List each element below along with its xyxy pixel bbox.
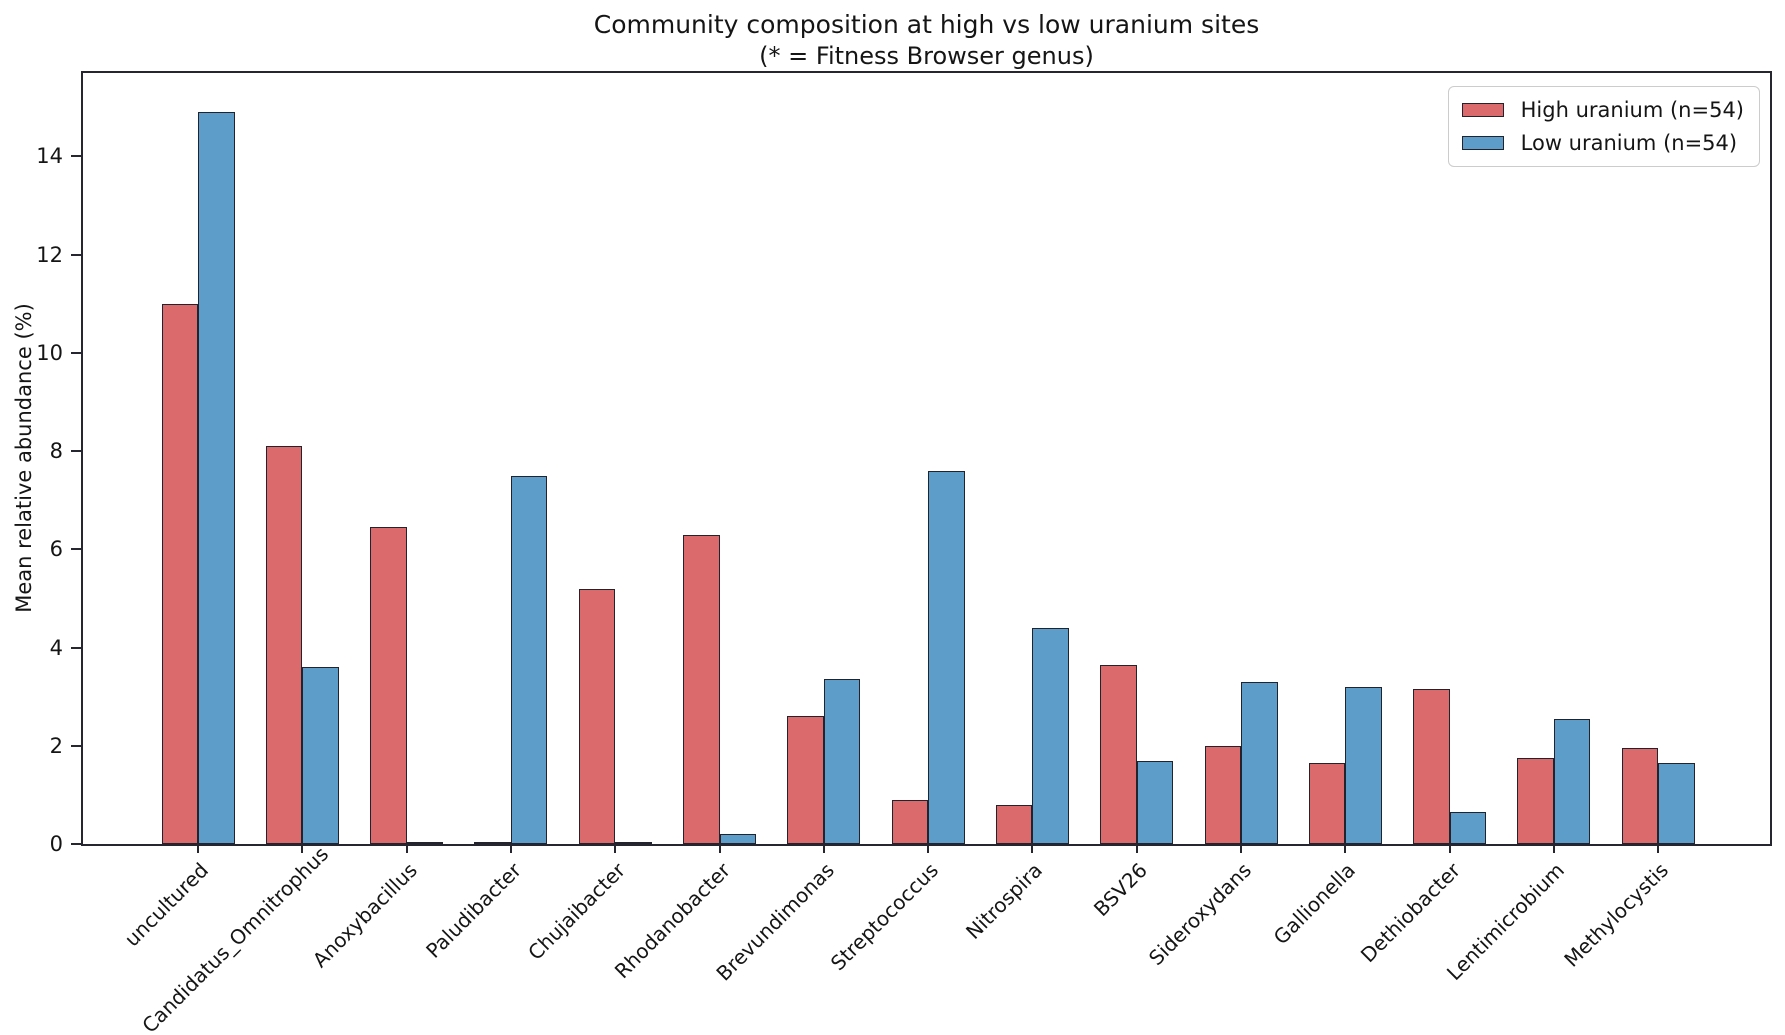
bar-low-Candidatus_Omnitrophus bbox=[302, 667, 339, 844]
x-tick-label-Paludibacter: Paludibacter bbox=[421, 858, 526, 963]
y-tick-0 bbox=[71, 843, 81, 845]
bar-low-BSV26 bbox=[1136, 761, 1174, 844]
y-tick-label-6: 6 bbox=[49, 537, 63, 562]
legend-label-high-uranium: High uranium (n=54) bbox=[1520, 98, 1744, 122]
chart-title-line1: Community composition at high vs low ura… bbox=[593, 10, 1260, 39]
bar-low-Methylocystis bbox=[1658, 763, 1695, 844]
bar-high-Candidatus_Omnitrophus bbox=[265, 446, 303, 844]
bar-low-Lentimicrobium bbox=[1553, 719, 1591, 844]
x-tick-Methylocystis bbox=[1657, 844, 1660, 853]
legend-item-high-uranium: High uranium (n=54) bbox=[1461, 98, 1744, 122]
x-tick-label-Nitrospira: Nitrospira bbox=[961, 858, 1048, 944]
x-tick-label-uncultured: uncultured bbox=[119, 858, 213, 952]
x-tick-label-Dethiobacter: Dethiobacter bbox=[1355, 858, 1465, 968]
y-tick-12 bbox=[71, 253, 81, 256]
y-tick-label-0: 0 bbox=[49, 832, 63, 856]
x-tick-Candidatus_Omnitrophus bbox=[301, 844, 304, 853]
y-tick-label-8: 8 bbox=[49, 439, 63, 464]
x-tick-Anoxybacillus bbox=[405, 844, 408, 853]
bar-high-Paludibacter bbox=[474, 842, 511, 844]
legend: High uranium (n=54) Low uranium (n=54) bbox=[1447, 86, 1760, 167]
x-tick-Dethiobacter bbox=[1448, 844, 1451, 853]
bar-low-Anoxybacillus bbox=[406, 842, 444, 844]
y-tick-label-2: 2 bbox=[49, 733, 63, 758]
legend-swatch-high-uranium bbox=[1461, 103, 1504, 117]
y-tick-6 bbox=[71, 548, 81, 551]
y-tick-8 bbox=[71, 450, 81, 453]
legend-label-low-uranium: Low uranium (n=54) bbox=[1520, 131, 1738, 155]
bar-high-Streptococcus bbox=[891, 800, 929, 844]
bar-high-Rhodanobacter bbox=[683, 535, 720, 844]
x-tick-Sideroxydans bbox=[1240, 844, 1242, 853]
x-tick-Gallionella bbox=[1344, 844, 1347, 853]
bar-high-uncultured bbox=[161, 304, 198, 844]
bar-high-Sideroxydans bbox=[1204, 746, 1241, 844]
x-tick-label-Anoxybacillus: Anoxybacillus bbox=[307, 858, 422, 973]
bar-low-Sideroxydans bbox=[1241, 682, 1278, 844]
y-tick-label-12: 12 bbox=[36, 242, 63, 267]
bar-high-Nitrospira bbox=[995, 805, 1033, 844]
chart-title: Community composition at high vs low ura… bbox=[83, 8, 1770, 72]
legend-swatch-low-uranium bbox=[1461, 136, 1504, 150]
bar-high-Chujaibacter bbox=[578, 589, 616, 844]
bar-low-Brevundimonas bbox=[823, 679, 861, 844]
x-tick-uncultured bbox=[197, 844, 199, 853]
bar-high-BSV26 bbox=[1100, 665, 1137, 844]
bar-high-Gallionella bbox=[1308, 763, 1346, 844]
chart-title-line2: (* = Fitness Browser genus) bbox=[759, 42, 1094, 70]
bar-high-Anoxybacillus bbox=[370, 527, 407, 844]
x-tick-Brevundimonas bbox=[822, 844, 825, 853]
x-tick-label-Brevundimonas: Brevundimonas bbox=[711, 858, 839, 986]
bar-low-Chujaibacter bbox=[615, 842, 652, 844]
bar-low-Rhodanobacter bbox=[719, 834, 756, 844]
bar-low-Gallionella bbox=[1345, 687, 1382, 844]
legend-item-low-uranium: Low uranium (n=54) bbox=[1461, 131, 1744, 155]
y-tick-label-10: 10 bbox=[36, 340, 63, 365]
x-tick-Paludibacter bbox=[509, 844, 512, 853]
bar-low-Nitrospira bbox=[1032, 628, 1069, 844]
x-tick-label-Gallionella: Gallionella bbox=[1269, 858, 1361, 950]
bar-low-uncultured bbox=[198, 112, 235, 844]
x-tick-label-Rhodanobacter: Rhodanobacter bbox=[609, 858, 735, 984]
x-tick-Chujaibacter bbox=[614, 844, 617, 853]
x-tick-Streptococcus bbox=[927, 844, 930, 853]
x-tick-label-Methylocystis: Methylocystis bbox=[1559, 858, 1674, 972]
x-tick-label-Candidatus_Omnitrophus: Candidatus_Omnitrophus bbox=[137, 841, 334, 1035]
y-tick-label-4: 4 bbox=[49, 635, 63, 660]
y-tick-label-14: 14 bbox=[36, 144, 63, 169]
x-tick-label-Sideroxydans: Sideroxydans bbox=[1143, 858, 1256, 970]
bar-low-Dethiobacter bbox=[1449, 812, 1487, 844]
x-tick-label-Lentimicrobium: Lentimicrobium bbox=[1441, 858, 1569, 986]
y-tick-14 bbox=[71, 155, 81, 158]
y-tick-2 bbox=[71, 744, 81, 747]
x-tick-BSV26 bbox=[1135, 844, 1138, 853]
x-tick-Rhodanobacter bbox=[718, 844, 721, 853]
x-tick-Nitrospira bbox=[1031, 844, 1034, 853]
x-tick-label-BSV26: BSV26 bbox=[1088, 858, 1152, 922]
plot-area: uncultured Candidatus_Omnitrophus Anoxybac… bbox=[36, 71, 1772, 1035]
bar-low-Paludibacter bbox=[510, 476, 548, 844]
y-tick-10 bbox=[71, 351, 81, 354]
y-tick-4 bbox=[71, 646, 81, 649]
x-tick-Lentimicrobium bbox=[1552, 844, 1555, 853]
bar-high-Dethiobacter bbox=[1413, 689, 1450, 844]
bar-high-Lentimicrobium bbox=[1517, 758, 1554, 844]
bar-high-Methylocystis bbox=[1621, 748, 1659, 844]
bar-high-Brevundimonas bbox=[787, 716, 824, 844]
bar-low-Streptococcus bbox=[928, 471, 965, 844]
x-tick-label-Streptococcus: Streptococcus bbox=[825, 858, 944, 976]
x-tick-label-Chujaibacter: Chujaibacter bbox=[523, 858, 631, 965]
